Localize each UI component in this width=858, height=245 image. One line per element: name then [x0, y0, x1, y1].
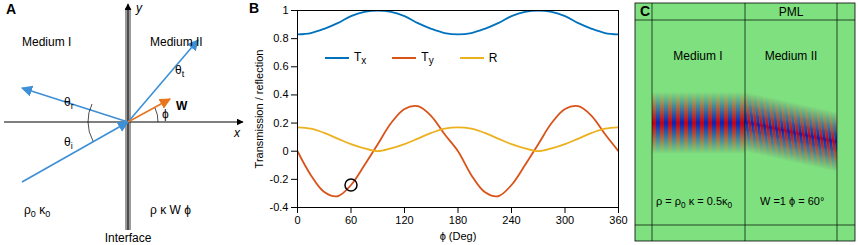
svg-text:Medium I: Medium I: [673, 49, 722, 63]
svg-text:-0.4: -0.4: [270, 201, 289, 213]
svg-text:θi: θi: [64, 135, 73, 151]
svg-text:ρ κ W ϕ: ρ κ W ϕ: [150, 203, 191, 217]
svg-text:120: 120: [395, 214, 413, 226]
svg-text:360: 360: [609, 214, 627, 226]
svg-text:A: A: [6, 1, 16, 17]
svg-text:ϕ (Deg): ϕ (Deg): [440, 230, 477, 242]
html-text:Ty: Ty: [421, 50, 434, 67]
svg-text:240: 240: [502, 214, 520, 226]
svg-text:W =1 ϕ = 60°: W =1 ϕ = 60°: [760, 195, 824, 207]
svg-text:0.8: 0.8: [273, 32, 288, 44]
svg-text:Interface: Interface: [105, 231, 152, 245]
svg-text:Transmission / reflection: Transmission / reflection: [253, 50, 265, 169]
svg-text:W: W: [176, 99, 188, 113]
svg-text:PML: PML: [779, 5, 804, 19]
svg-text:0: 0: [294, 214, 300, 226]
html-text:Tx: Tx: [354, 50, 367, 67]
svg-text:ρ0 κ0: ρ0 κ0: [24, 203, 50, 219]
svg-text:0.2: 0.2: [273, 117, 288, 129]
svg-text:1: 1: [282, 4, 288, 16]
svg-text:θt: θt: [175, 63, 185, 79]
svg-text:C: C: [640, 3, 650, 19]
svg-text:180: 180: [449, 214, 467, 226]
svg-text:300: 300: [556, 214, 574, 226]
svg-text:ρ = ρ0 κ = 0.5κ0: ρ = ρ0 κ = 0.5κ0: [656, 195, 733, 210]
html-text:R: R: [488, 51, 498, 66]
svg-text:Medium I: Medium I: [22, 35, 71, 49]
svg-text:0.6: 0.6: [273, 60, 288, 72]
svg-text:0: 0: [282, 145, 288, 157]
svg-text:θr: θr: [64, 95, 74, 111]
svg-text:y: y: [135, 1, 143, 15]
svg-text:Medium II: Medium II: [765, 49, 818, 63]
svg-text:-0.2: -0.2: [270, 173, 289, 185]
svg-text:0.4: 0.4: [273, 88, 288, 100]
svg-text:ϕ: ϕ: [162, 107, 169, 121]
html-text:B: B: [249, 0, 260, 16]
svg-text:x: x: [233, 126, 241, 140]
svg-text:60: 60: [345, 214, 357, 226]
svg-text:Medium II: Medium II: [150, 35, 203, 49]
